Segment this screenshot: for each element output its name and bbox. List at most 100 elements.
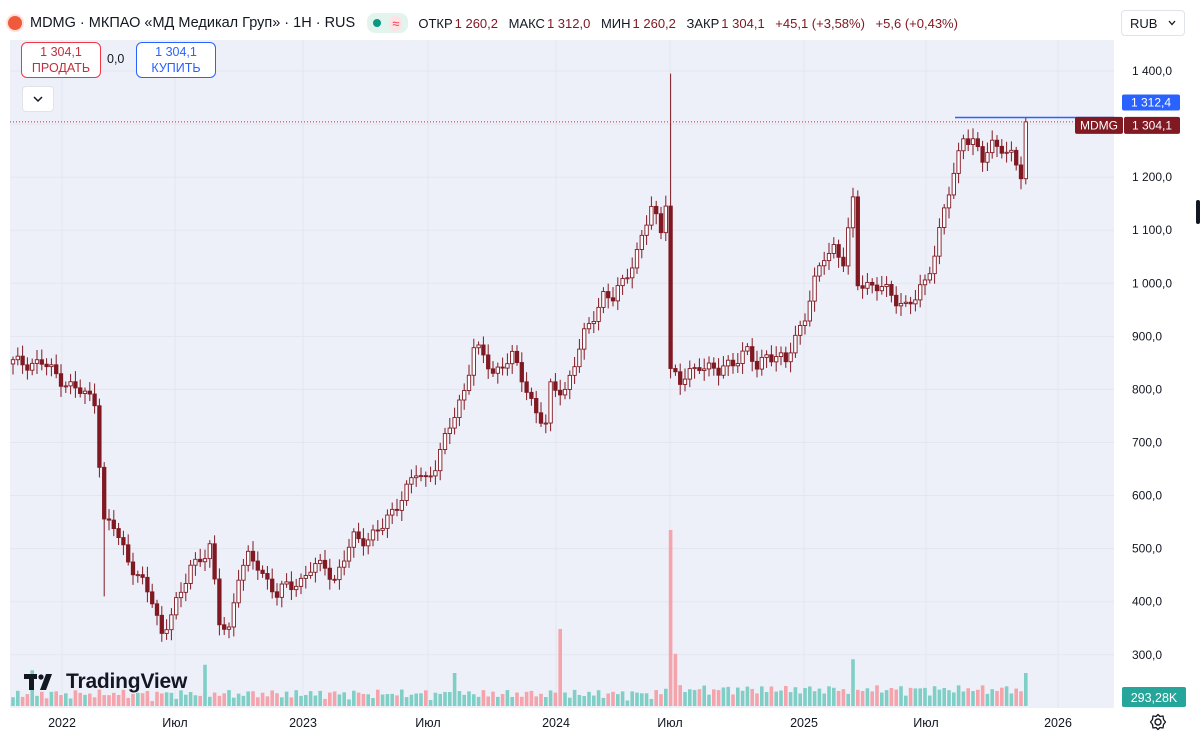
candle-body[interactable]	[332, 578, 337, 581]
candle-body[interactable]	[778, 352, 784, 357]
candle-body[interactable]	[121, 537, 126, 546]
candle-body[interactable]	[39, 359, 44, 365]
settings-gear-icon[interactable]	[1148, 712, 1168, 732]
candle-body[interactable]	[505, 363, 510, 369]
candle-body[interactable]	[548, 381, 553, 424]
candle-body[interactable]	[231, 602, 236, 628]
candle-body[interactable]	[265, 573, 270, 580]
candle-body[interactable]	[313, 563, 318, 573]
candle-body[interactable]	[874, 284, 880, 292]
candle-body[interactable]	[870, 281, 875, 286]
candle-body[interactable]	[898, 302, 904, 307]
candle-body[interactable]	[807, 300, 812, 322]
candle-body[interactable]	[879, 286, 884, 292]
candle-body[interactable]	[534, 398, 539, 414]
candle-body[interactable]	[572, 366, 577, 376]
candle-body[interactable]	[183, 583, 188, 593]
candle-body[interactable]	[678, 371, 683, 385]
candle-body[interactable]	[927, 273, 932, 281]
candle-body[interactable]	[385, 514, 390, 529]
market-status-badge[interactable]: ≈	[367, 13, 409, 33]
candle-body[interactable]	[630, 267, 635, 279]
candle-body[interactable]	[567, 374, 572, 390]
candle-body[interactable]	[442, 433, 448, 450]
panel-resize-handle[interactable]	[1196, 200, 1200, 224]
candle-body[interactable]	[145, 576, 150, 593]
candle-body[interactable]	[961, 138, 966, 152]
candle-body[interactable]	[615, 285, 620, 302]
candle-body[interactable]	[946, 194, 952, 209]
candle-body[interactable]	[495, 366, 500, 374]
candle-body[interactable]	[54, 364, 59, 375]
candle-body[interactable]	[423, 475, 428, 478]
candle-body[interactable]	[817, 265, 822, 277]
candle-body[interactable]	[735, 363, 740, 367]
candle-body[interactable]	[855, 196, 860, 287]
candle-body[interactable]	[553, 381, 558, 391]
candle-body[interactable]	[826, 252, 832, 262]
candle-body[interactable]	[241, 564, 246, 581]
candle-body[interactable]	[730, 359, 736, 367]
candle-body[interactable]	[351, 531, 356, 548]
candle-body[interactable]	[740, 350, 745, 364]
candle-body[interactable]	[414, 475, 419, 479]
candle-body[interactable]	[908, 301, 913, 305]
candle-body[interactable]	[318, 559, 323, 565]
candle-body[interactable]	[380, 527, 385, 531]
candle-body[interactable]	[1009, 149, 1014, 153]
candle-body[interactable]	[322, 559, 328, 569]
candle-body[interactable]	[390, 508, 395, 516]
candle-body[interactable]	[1014, 149, 1019, 166]
candle-body[interactable]	[591, 321, 596, 325]
candle-body[interactable]	[500, 366, 505, 369]
candle-body[interactable]	[586, 323, 592, 330]
candle-body[interactable]	[788, 352, 793, 363]
candle-body[interactable]	[610, 297, 616, 302]
candle-body[interactable]	[78, 387, 83, 394]
candle-body[interactable]	[462, 390, 467, 401]
candle-body[interactable]	[370, 529, 376, 541]
candle-body[interactable]	[111, 519, 116, 530]
candle-body[interactable]	[394, 508, 400, 511]
candle-body[interactable]	[750, 346, 755, 362]
candle-body[interactable]	[102, 466, 107, 520]
candle-body[interactable]	[759, 356, 764, 370]
candle-body[interactable]	[951, 172, 956, 196]
candle-body[interactable]	[298, 577, 304, 587]
candle-body[interactable]	[913, 299, 918, 305]
candle-body[interactable]	[980, 146, 985, 163]
candle-body[interactable]	[366, 539, 371, 547]
candle-body[interactable]	[793, 334, 798, 354]
candle-body[interactable]	[582, 328, 587, 350]
candle-body[interactable]	[188, 564, 193, 584]
candle-body[interactable]	[361, 538, 366, 547]
candle-body[interactable]	[975, 138, 980, 148]
candle-body[interactable]	[510, 350, 515, 365]
candle-body[interactable]	[409, 477, 414, 485]
candle-body[interactable]	[841, 256, 846, 267]
candle-body[interactable]	[721, 365, 726, 376]
candle-body[interactable]	[802, 320, 808, 326]
candle-body[interactable]	[932, 255, 937, 275]
candles[interactable]	[10, 73, 1028, 642]
candle-body[interactable]	[774, 356, 779, 363]
candle-body[interactable]	[884, 284, 889, 288]
candle-body[interactable]	[274, 591, 280, 598]
candle-body[interactable]	[894, 294, 899, 307]
candle-body[interactable]	[970, 138, 976, 145]
candle-body[interactable]	[73, 381, 78, 389]
candle-body[interactable]	[889, 284, 894, 296]
candle-body[interactable]	[15, 355, 20, 361]
candle-body[interactable]	[169, 614, 174, 631]
candle-body[interactable]	[246, 550, 251, 566]
candle-body[interactable]	[457, 399, 462, 419]
candle-body[interactable]	[922, 279, 928, 286]
candle-body[interactable]	[812, 275, 817, 302]
candle-body[interactable]	[10, 359, 16, 365]
candle-body[interactable]	[726, 359, 731, 367]
candle-body[interactable]	[87, 390, 92, 395]
candle-body[interactable]	[159, 614, 164, 634]
time-axis[interactable]	[0, 708, 1200, 740]
candle-body[interactable]	[625, 277, 630, 280]
candle-body[interactable]	[438, 449, 443, 472]
